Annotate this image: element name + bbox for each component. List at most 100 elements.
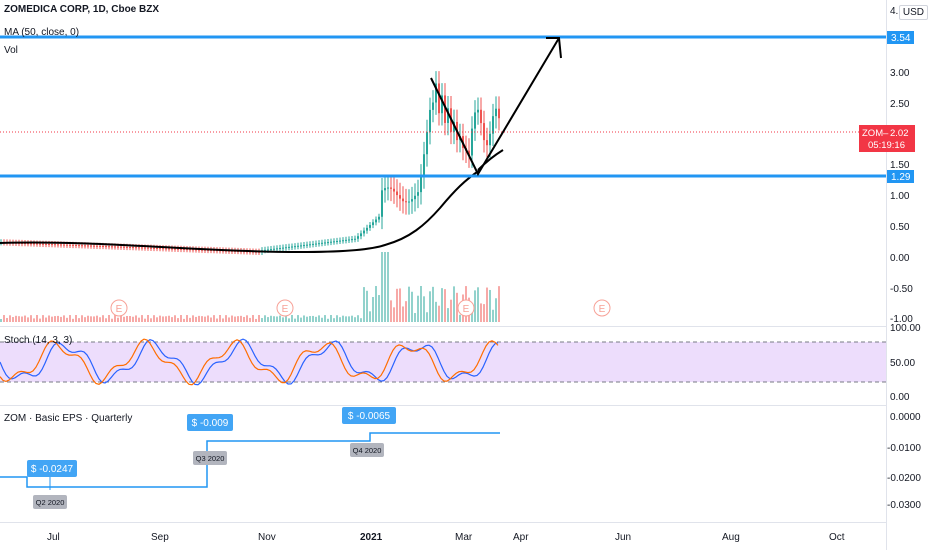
volume-bar [369, 311, 371, 322]
volume-bar [15, 315, 17, 322]
time-tick: 2021 [360, 532, 383, 543]
candle-body [438, 83, 440, 114]
volume-bar [0, 319, 2, 322]
volume-bar [372, 297, 374, 322]
trend-drawing[interactable] [430, 37, 560, 177]
stoch-tick: 0.00 [890, 392, 910, 403]
candle-body [84, 245, 86, 247]
earnings-marker[interactable]: E [593, 299, 611, 317]
candle-body [300, 245, 302, 247]
candle-body [435, 83, 437, 103]
candle-body [333, 241, 335, 243]
time-tick: Sep [151, 532, 169, 543]
candle-body [390, 187, 392, 189]
candle-body [267, 249, 269, 251]
current-symbol: ZOM [862, 128, 883, 139]
candle-body [348, 239, 350, 241]
eps-value-tag[interactable]: $ -0.0065 [342, 407, 396, 424]
volume-bar [111, 318, 113, 322]
candle-body [156, 247, 158, 249]
candle-body [195, 249, 197, 251]
symbol-title[interactable]: ZOMEDICA CORP, 1D, Cboe BZX [4, 4, 160, 15]
candle-body [39, 243, 41, 245]
eps-value-tag[interactable]: $ -0.0247 [27, 460, 77, 477]
candle-body [171, 248, 173, 250]
earnings-marker[interactable]: E [457, 299, 475, 317]
volume-bar [228, 317, 230, 322]
eps-legend[interactable]: ZOM · Basic EPS · Quarterly [4, 413, 133, 424]
candle-body [174, 248, 176, 250]
volume-bar [288, 318, 290, 322]
candle-body [411, 199, 413, 202]
volume-bar [480, 303, 482, 322]
volume-bar [375, 286, 377, 322]
candle-body [288, 246, 290, 248]
candle-body [369, 225, 371, 228]
candle-body [354, 238, 356, 240]
currency-selector[interactable]: USD [898, 5, 928, 20]
candle-body [117, 246, 119, 248]
candle-body [111, 246, 113, 248]
candle-body [63, 244, 65, 246]
candle-body [144, 247, 146, 249]
candle-body [342, 240, 344, 242]
candle-body [99, 245, 101, 247]
candle-body [402, 198, 404, 202]
volume-bar [24, 315, 26, 322]
vol-legend[interactable]: Vol [4, 45, 18, 56]
volume-bar [48, 315, 50, 322]
candle-body [198, 249, 200, 251]
volume-bar [75, 315, 77, 322]
volume-bar [93, 316, 95, 322]
volume-bar [417, 295, 419, 322]
time-tick: Jul [47, 532, 60, 543]
stoch-legend[interactable]: Stoch (14, 3, 3) [4, 335, 73, 346]
volume-bar [216, 318, 218, 322]
volume-bar [426, 312, 428, 322]
candle-body [72, 244, 74, 246]
volume-bar [54, 316, 56, 322]
price-tick: 0.50 [890, 222, 910, 233]
candle-body [375, 219, 377, 223]
stoch-tick: 100.00 [890, 323, 921, 334]
price-tick: -1.00 [890, 314, 913, 325]
candle-body [207, 249, 209, 251]
earnings-marker[interactable]: E [110, 299, 128, 317]
time-tick: Mar [455, 532, 473, 543]
volume-bar [312, 315, 314, 322]
volume-bar [285, 315, 287, 322]
volume-bar [63, 315, 65, 322]
volume-bar [342, 315, 344, 322]
volume-bar [156, 317, 158, 322]
volume-bar [105, 318, 107, 322]
volume-bar [336, 315, 338, 322]
candle-body [51, 244, 53, 246]
svg-text:E: E [599, 304, 606, 315]
price-tick: 1.00 [890, 191, 910, 202]
candle-body [327, 242, 329, 244]
candle-body [147, 247, 149, 249]
candle-body [36, 243, 38, 245]
volume-bar [453, 286, 455, 322]
level-low-tag [887, 170, 914, 183]
earnings-marker[interactable]: E [276, 299, 294, 317]
candle-body [159, 248, 161, 250]
ma-legend[interactable]: MA (50, close, 0) [4, 27, 80, 38]
candle-body [336, 240, 338, 242]
candle-body [165, 248, 167, 250]
volume-bar [324, 315, 326, 322]
volume-bar [264, 315, 266, 322]
candle-body [387, 187, 389, 189]
price-tick: 1.50 [890, 160, 910, 171]
candle-body [42, 243, 44, 245]
volume-bar [267, 317, 269, 322]
eps-value-tag[interactable]: $ -0.009 [187, 414, 233, 431]
candle-body [357, 236, 359, 239]
volume-bar [339, 317, 341, 322]
candle-body [183, 248, 185, 250]
volume-bar [219, 315, 221, 322]
time-tick: Jun [615, 532, 631, 543]
eps-quarter-tag: Q3 2020 [193, 451, 227, 465]
volume-bar [411, 291, 413, 322]
